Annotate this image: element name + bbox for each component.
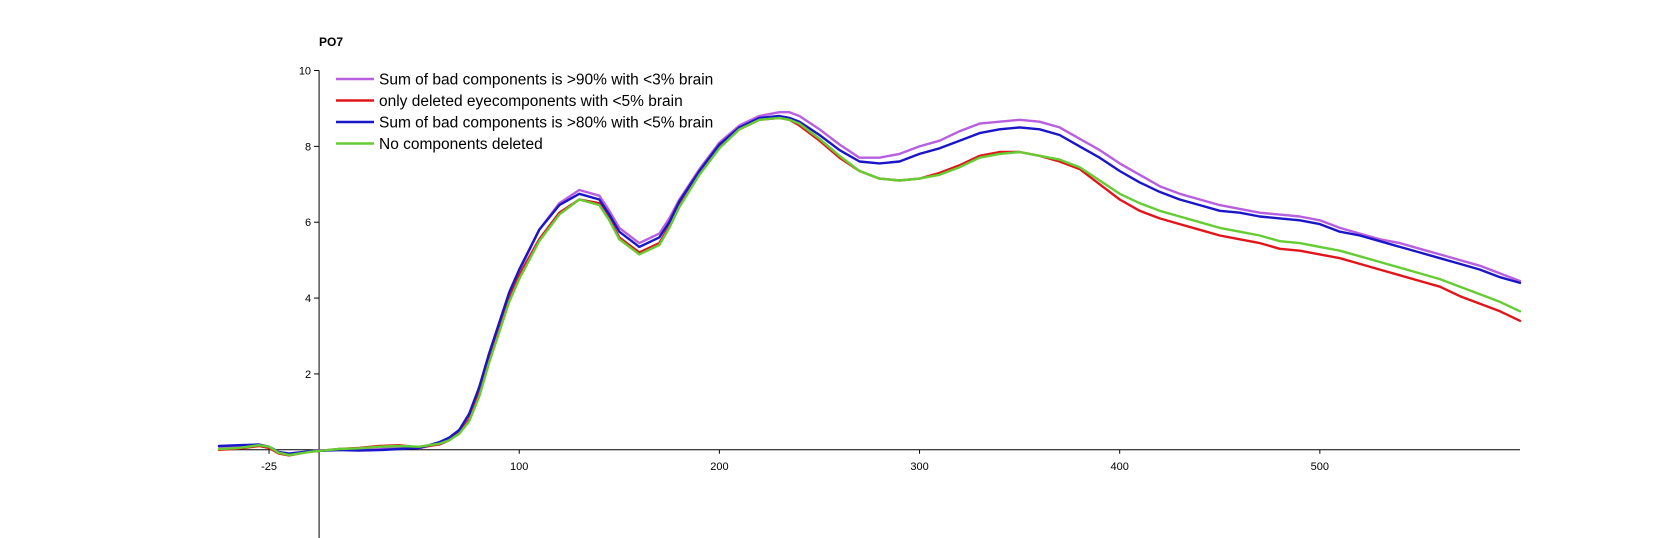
x-tick-label: 400 [1111, 461, 1129, 473]
legend-label: only deleted eyecomponents with <5% brai… [379, 93, 683, 110]
y-tick-label: 4 [305, 293, 311, 305]
y-tick-label: 8 [305, 141, 311, 153]
legend-label: Sum of bad components is >90% with <3% b… [379, 72, 713, 89]
legend-label: No components deleted [379, 136, 543, 153]
x-tick-label: 300 [910, 461, 928, 473]
legend: Sum of bad components is >90% with <3% b… [336, 72, 713, 153]
x-tick-label: 500 [1311, 461, 1329, 473]
series-line-3 [217, 114, 1522, 455]
axes: -25 100 200 300 400 500 2 4 6 8 10 [219, 66, 1520, 538]
series-line-4 [217, 116, 1522, 457]
chart-title: PO7 [319, 35, 343, 49]
x-tick-label: 200 [710, 461, 728, 473]
x-tick-label: -25 [261, 461, 277, 473]
x-tick-label: 100 [510, 461, 528, 473]
series-lines [217, 110, 1522, 457]
series-line-2 [217, 116, 1522, 457]
y-tick-label: 6 [305, 217, 311, 229]
legend-label: Sum of bad components is >80% with <5% b… [379, 115, 713, 132]
y-tick-label: 10 [299, 66, 311, 78]
y-tick-label: 2 [305, 369, 311, 381]
